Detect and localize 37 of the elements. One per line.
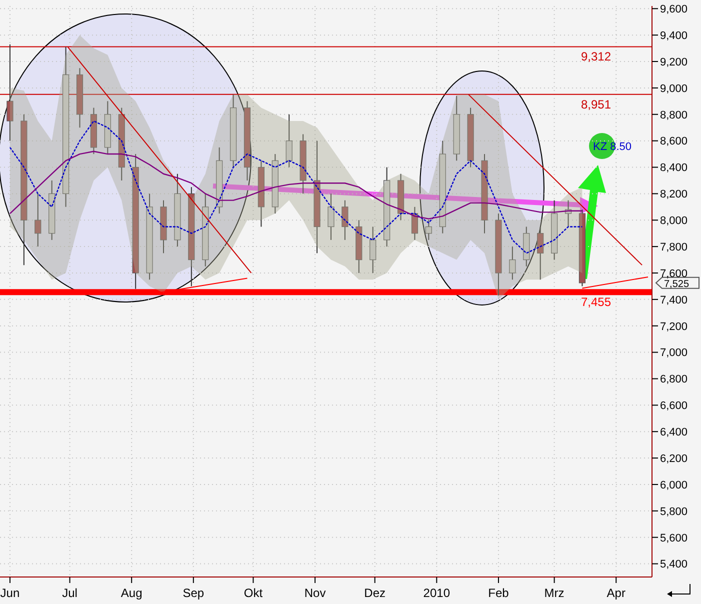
y-tick-label: 7,000 (660, 347, 688, 360)
y-tick-label: 5,600 (660, 532, 688, 544)
x-tick-label: Aug (120, 586, 142, 600)
x-tick-label: Nov (304, 586, 326, 600)
y-tick-label: 9,000 (660, 82, 688, 95)
y-tick-label: 6,400 (660, 426, 688, 439)
ref-line-label: 9,312 (580, 50, 612, 64)
y-tick-label: 5,400 (660, 558, 688, 571)
y-tick-label: 9,200 (660, 56, 688, 68)
y-tick-label: 7,200 (660, 320, 688, 333)
y-tick-label: 7,600 (660, 268, 688, 280)
y-tick-label: 9,600 (660, 4, 688, 16)
ref-line-label: 7,455 (580, 295, 612, 310)
y-tick-label: 6,000 (660, 479, 688, 492)
text: 7,525 (664, 278, 690, 290)
x-tick-label: Okt (244, 586, 264, 600)
y-tick-label: 5,800 (660, 506, 688, 518)
x-tick-label: Sep (182, 586, 204, 600)
y-tick-label: 7,800 (660, 241, 688, 254)
y-tick-label: 8,400 (660, 162, 688, 174)
y-tick-label: 9,400 (660, 30, 688, 42)
y-tick-label: 6,600 (660, 400, 688, 412)
x-tick-label: Dez (364, 586, 386, 600)
y-tick-label: 6,200 (660, 452, 688, 465)
x-tick-label: Jul (62, 586, 78, 600)
y-tick-label: 8,600 (660, 136, 688, 148)
y-tick-label: 6,800 (660, 374, 688, 386)
y-tick-label: 8,000 (660, 215, 688, 228)
x-tick-label: Apr (606, 586, 626, 600)
x-tick-label: Feb (488, 586, 510, 600)
x-tick-label: 2010 (423, 586, 450, 600)
y-tick-label: 8,800 (660, 109, 688, 122)
y-tick-label: 7,400 (660, 294, 688, 306)
y-tick-label: 8,200 (660, 188, 688, 201)
x-tick-label: Jun (0, 586, 20, 600)
x-tick-label: Mrz (544, 586, 564, 600)
ref-line-label: 8,951 (580, 97, 612, 112)
